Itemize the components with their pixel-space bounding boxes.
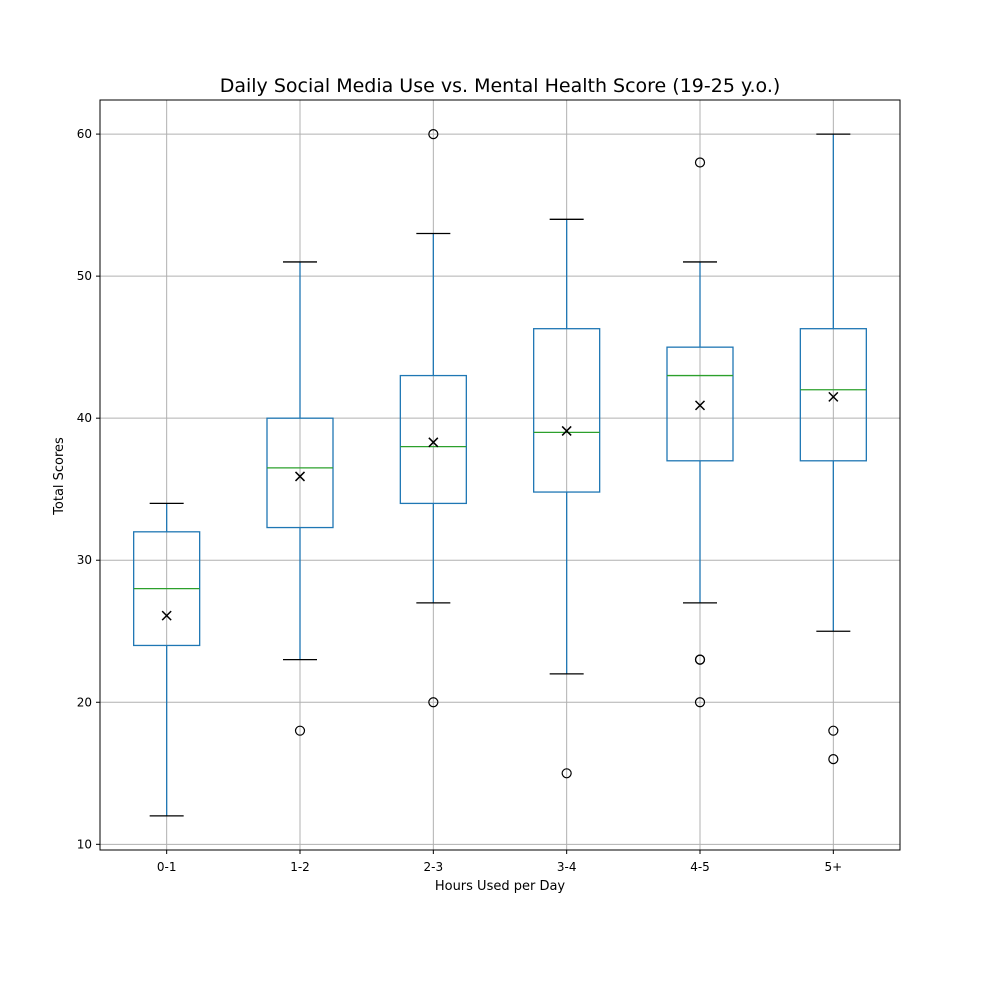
mean-marker xyxy=(428,437,439,448)
grid-lines xyxy=(100,100,900,850)
x-axis-label: Hours Used per Day xyxy=(435,879,566,894)
x-tick-label: 3-4 xyxy=(557,860,577,874)
x-tick-label: 2-3 xyxy=(424,860,444,874)
outlier-point xyxy=(694,157,706,168)
iqr-box xyxy=(266,417,334,529)
mean-marker xyxy=(828,391,839,402)
mean-marker xyxy=(561,425,572,436)
mean-marker-stroke xyxy=(828,391,839,402)
y-tick-label: 50 xyxy=(77,269,92,283)
x-axis-ticks: 0-1 1-2 2-3 3-4 4-5 5+ xyxy=(157,850,842,874)
box-2-3 xyxy=(399,128,467,708)
mean-marker-stroke xyxy=(294,471,306,482)
x-tick-label: 5+ xyxy=(824,860,842,874)
outlier-point xyxy=(428,697,439,708)
y-tick-label: 10 xyxy=(77,837,92,851)
y-tick-label: 30 xyxy=(77,553,92,567)
box-4-5 xyxy=(666,157,734,708)
mean-marker-stroke xyxy=(561,425,572,436)
iqr-box xyxy=(799,328,867,462)
mean-marker xyxy=(294,471,306,482)
box-1-2 xyxy=(266,261,334,736)
mean-marker xyxy=(694,400,706,411)
boxes xyxy=(133,128,867,817)
outlier-point xyxy=(828,753,839,765)
iqr-box xyxy=(399,374,467,505)
outlier-point xyxy=(294,725,306,736)
outlier-point xyxy=(428,128,439,140)
iqr-box xyxy=(666,346,734,462)
y-tick-label: 40 xyxy=(77,411,92,425)
box-5+ xyxy=(799,133,867,765)
x-tick-label: 1-2 xyxy=(290,860,310,874)
box-3-4 xyxy=(533,218,601,779)
outlier-point xyxy=(561,768,572,779)
mean-marker xyxy=(161,610,172,621)
y-tick-label: 60 xyxy=(77,127,92,141)
plot-frame xyxy=(99,99,901,851)
outlier-point xyxy=(694,697,706,708)
y-tick-label: 20 xyxy=(77,695,92,709)
chart-title: Daily Social Media Use vs. Mental Health… xyxy=(220,75,781,97)
x-tick-label: 0-1 xyxy=(157,860,177,874)
outlier-point xyxy=(694,654,706,665)
x-tick-label: 4-5 xyxy=(690,860,710,874)
y-axis-label: Total Scores xyxy=(52,437,67,516)
outlier-point xyxy=(828,725,839,736)
mean-marker-stroke xyxy=(694,400,706,411)
y-axis-ticks: 10 20 30 40 50 60 xyxy=(77,127,100,851)
iqr-box xyxy=(533,328,601,493)
box-0-1 xyxy=(133,502,201,817)
mean-marker-stroke xyxy=(428,437,439,448)
mean-marker-stroke xyxy=(161,610,172,621)
